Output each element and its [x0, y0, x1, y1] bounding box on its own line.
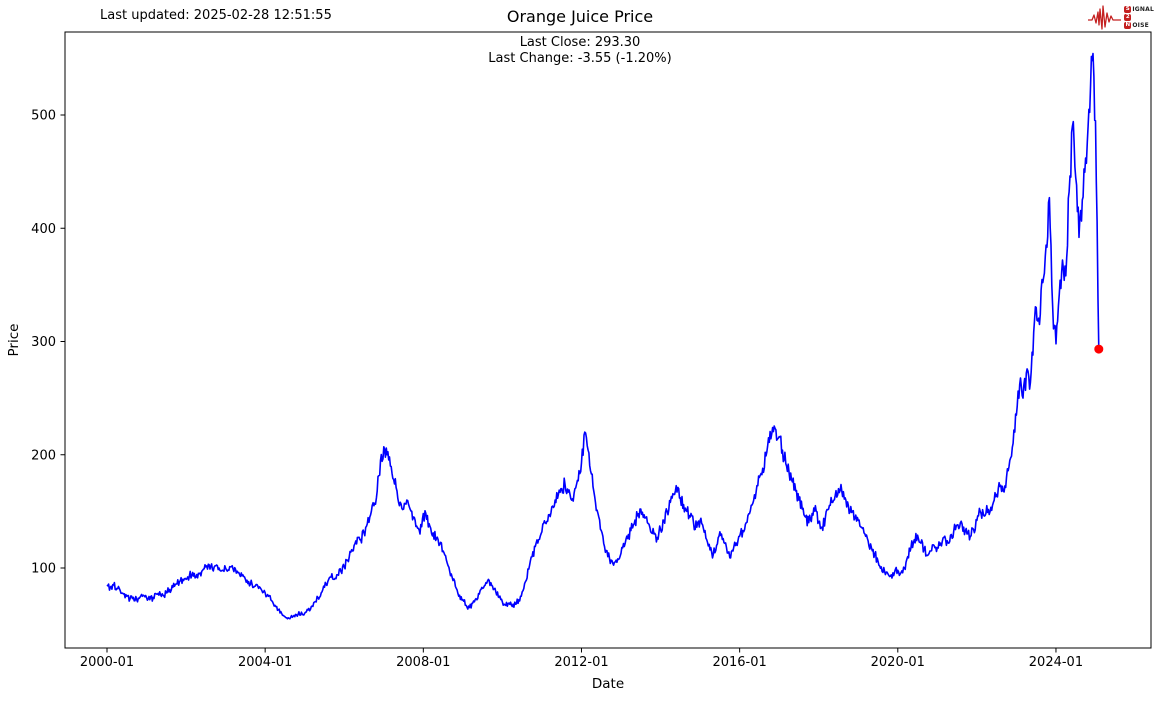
x-tick-label: 2000-01 — [80, 655, 134, 670]
logo-badge-n: N — [1124, 21, 1132, 29]
y-tick-label: 400 — [31, 222, 56, 237]
last-updated-text: Last updated: 2025-02-28 12:51:55 — [100, 8, 332, 23]
last-change-annotation: Last Change: -3.55 (-1.20%) — [488, 51, 672, 66]
x-tick-label: 2020-01 — [871, 655, 925, 670]
x-tick-label: 2016-01 — [712, 655, 766, 670]
y-tick-label: 500 — [31, 109, 56, 124]
plot-border — [64, 31, 1152, 649]
price-line — [106, 52, 1100, 620]
y-tick-label: 200 — [31, 448, 56, 463]
chart-title: Orange Juice Price — [506, 7, 654, 26]
x-axis-label: Date — [592, 676, 624, 692]
x-tick-label: 2024-01 — [1029, 655, 1083, 670]
logo-row-2: 2 — [1124, 13, 1154, 21]
logo-row-noise: N OISE — [1124, 21, 1154, 29]
logo-row-signal: S IGNAL — [1124, 5, 1154, 13]
logo-signal-rest: IGNAL — [1132, 5, 1154, 13]
y-tick-label: 100 — [31, 562, 56, 577]
last-close-annotation: Last Close: 293.30 — [519, 35, 641, 50]
logo-noise-rest: OISE — [1132, 21, 1149, 29]
y-axis-label: Price — [6, 324, 22, 357]
x-tick-label: 2012-01 — [554, 655, 608, 670]
last-point-marker — [1094, 344, 1104, 354]
logo-badge-s: S — [1124, 5, 1132, 13]
x-tick-label: 2008-01 — [396, 655, 450, 670]
signal2noise-logo: S IGNAL 2 N OISE — [1087, 3, 1154, 31]
x-tick-label: 2004-01 — [238, 655, 292, 670]
logo-text: S IGNAL 2 N OISE — [1124, 5, 1154, 29]
logo-badge-2: 2 — [1124, 13, 1132, 21]
heartbeat-waveform-icon — [1088, 5, 1122, 30]
y-tick-label: 300 — [31, 335, 56, 350]
